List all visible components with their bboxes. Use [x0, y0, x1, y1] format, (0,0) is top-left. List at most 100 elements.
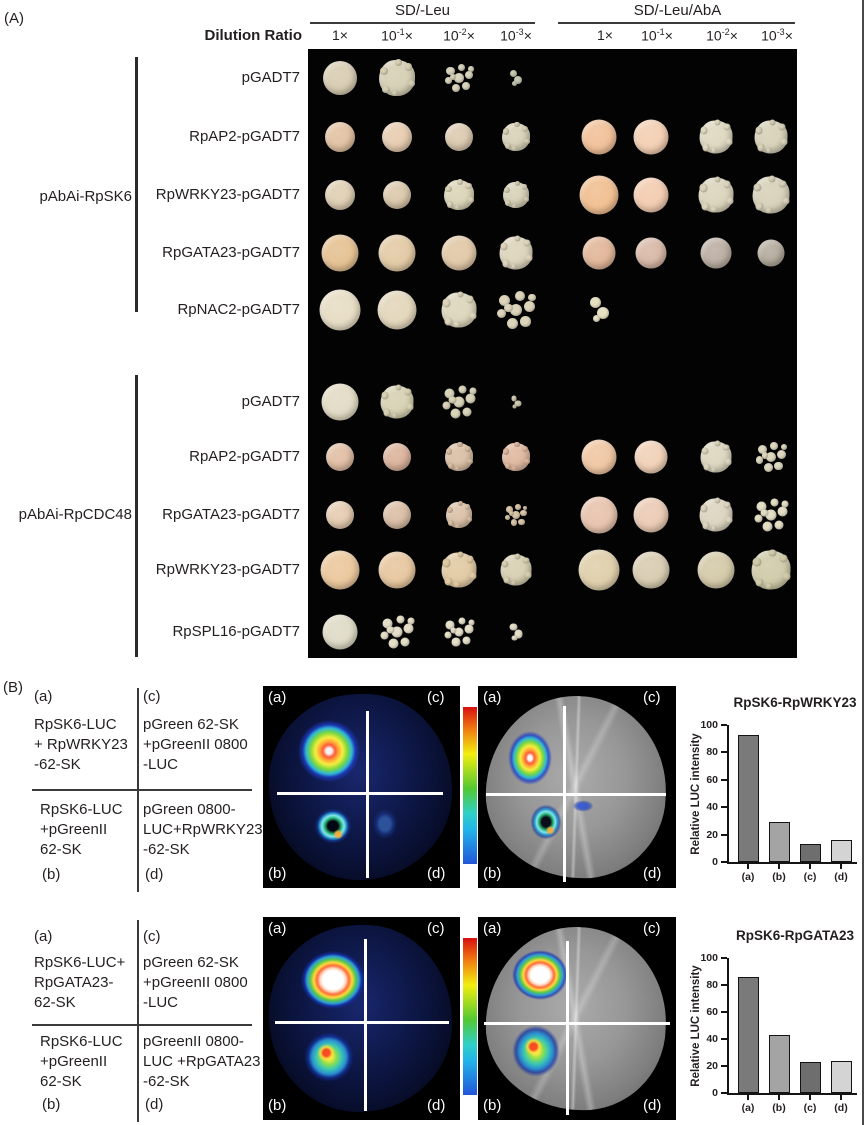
- x-tick-mark: [747, 864, 749, 869]
- yeast-spot-core: [382, 122, 412, 152]
- yeast-spot-colony: [698, 176, 734, 213]
- yeast-spot-colony: [700, 440, 732, 473]
- panel-b-tag: (B): [3, 679, 23, 696]
- yeast-spot-core: [321, 383, 359, 421]
- yeast-colony-dot: [726, 197, 734, 205]
- yeast-colony-dot: [753, 183, 762, 192]
- yeast-colony-dot: [388, 638, 399, 649]
- yeast-spot-colony: [445, 442, 473, 472]
- prey-label-rpap2-pgadt7: RpAP2-pGADT7: [189, 128, 300, 145]
- yeast-spot-round: [378, 551, 416, 589]
- yeast-colony-dot: [725, 138, 733, 146]
- construct-tl-line: RpGATA23-: [34, 974, 114, 991]
- luminescence-panel: (a) (c) (b) (d): [263, 686, 460, 888]
- yeast-colony-dot: [778, 180, 787, 188]
- yeast-spot-core: [632, 551, 670, 589]
- yeast-spot-colony: [699, 119, 733, 154]
- yeast-colony-dot: [711, 525, 717, 532]
- prey-label-pgadt7: pGADT7: [241, 393, 300, 410]
- yeast-colony-dot: [514, 290, 525, 301]
- yeast-colony-dot: [457, 291, 464, 298]
- yeast-spot-colony: [499, 235, 533, 270]
- yeast-colony-dot: [466, 516, 472, 522]
- yeast-colony-dot: [518, 518, 525, 525]
- construct-tl-line: 62-SK: [34, 994, 76, 1011]
- construct-br-line: LUC +RpGATA23: [143, 1053, 261, 1070]
- yeast-colony-dot: [468, 196, 474, 203]
- yeast-colony-dot: [523, 196, 529, 202]
- yeast-colony-dot: [752, 557, 762, 567]
- yeast-colony-dot: [511, 580, 517, 586]
- yeast-colony-dot: [497, 309, 507, 319]
- yeast-spot-core: [582, 236, 616, 270]
- yeast-spot-core: [326, 501, 354, 529]
- yeast-colony-dot: [509, 69, 518, 77]
- yeast-spot-core: [322, 614, 358, 650]
- y-tick-label: 100: [700, 952, 718, 964]
- construct-tr-line: +pGreenII 0800: [143, 736, 248, 753]
- yeast-colony-dot: [455, 523, 460, 529]
- construct-bl-tag: (b): [42, 866, 61, 883]
- yeast-spot-colony: [380, 384, 414, 419]
- yeast-spot-round: [445, 123, 473, 151]
- leaf-quadrant-tag-br: (d): [643, 1097, 662, 1114]
- yeast-spot-colony: [500, 553, 532, 586]
- prey-label-rpspl16-pgadt7: RpSPL16-pGADT7: [172, 623, 300, 640]
- yeast-colony-dot: [500, 242, 508, 251]
- yeast-colony-dot: [511, 635, 518, 641]
- quadrant-cross-horizontal: [277, 792, 443, 795]
- x-tick-label: (d): [834, 871, 848, 883]
- yeast-colony-dot: [700, 504, 708, 513]
- yeast-colony-dot: [457, 501, 463, 507]
- leaf-quadrant-tag-bl: (b): [483, 865, 502, 882]
- x-tick-label: (b): [772, 1102, 786, 1114]
- yeast-colony-dot: [445, 448, 453, 455]
- yeast-colony-dot: [512, 511, 520, 519]
- yeast-spot-core: [321, 234, 359, 272]
- yeast-colony-dot: [462, 407, 472, 417]
- yeast-colony-dot: [774, 461, 783, 471]
- yeast-colony-dot: [454, 204, 460, 211]
- yeast-colony-dot: [502, 448, 510, 455]
- yeast-spot-scatter: [445, 63, 474, 92]
- x-tick-mark: [747, 1095, 749, 1100]
- x-tick-mark: [809, 1095, 811, 1100]
- yeast-spot-core: [325, 180, 355, 210]
- yeast-colony-dot: [445, 620, 455, 630]
- yeast-colony-dot: [442, 558, 451, 568]
- yeast-spot-tiny: [510, 395, 523, 409]
- yeast-colony-dot: [723, 123, 731, 131]
- prey-label-rpgata23-pgadt7: RpGATA23-pGADT7: [162, 506, 300, 523]
- brightfield-leaf-image: [482, 692, 670, 882]
- chart-bar-c: [799, 844, 821, 862]
- yeast-spot-round: [325, 180, 355, 210]
- construct-bl-line: 62-SK: [40, 1073, 82, 1090]
- luc-signal-blob-hot: [508, 731, 552, 785]
- yeast-spot-colony: [502, 122, 530, 152]
- yeast-colony-dot: [450, 73, 457, 80]
- yeast-colony-dot: [756, 501, 767, 512]
- yeast-spot-round: [321, 234, 359, 272]
- yeast-colony-dot: [755, 578, 764, 587]
- chart-bar-a: [737, 976, 759, 1093]
- chart-bar-b: [768, 1034, 790, 1093]
- luc-signal-blob-hotgreen: [511, 1024, 561, 1078]
- construct-tl-line: + RpWRKY23: [34, 736, 128, 753]
- y-tick-mark: [721, 806, 727, 809]
- yeast-colony-dot: [453, 396, 465, 408]
- y-tick-label: 20: [706, 828, 718, 841]
- y-tick-label: 40: [706, 1033, 718, 1045]
- yeast-spot-round: [635, 237, 667, 269]
- x-tick-mark: [778, 864, 780, 869]
- yeast-colony-dot: [590, 297, 601, 309]
- yeast-colony-dot: [779, 554, 788, 563]
- chart-x-axis: [727, 1093, 857, 1096]
- yeast-colony-dot: [722, 444, 730, 451]
- yeast-colony-dot: [469, 387, 477, 395]
- construct-divider-vertical: [137, 920, 139, 1122]
- yeast-colony-dot: [403, 623, 414, 634]
- construct-tl-tag: (a): [34, 688, 53, 705]
- yeast-colony-dot: [509, 303, 523, 317]
- yeast-colony-dot: [395, 384, 402, 391]
- yeast-colony-dot: [404, 63, 413, 71]
